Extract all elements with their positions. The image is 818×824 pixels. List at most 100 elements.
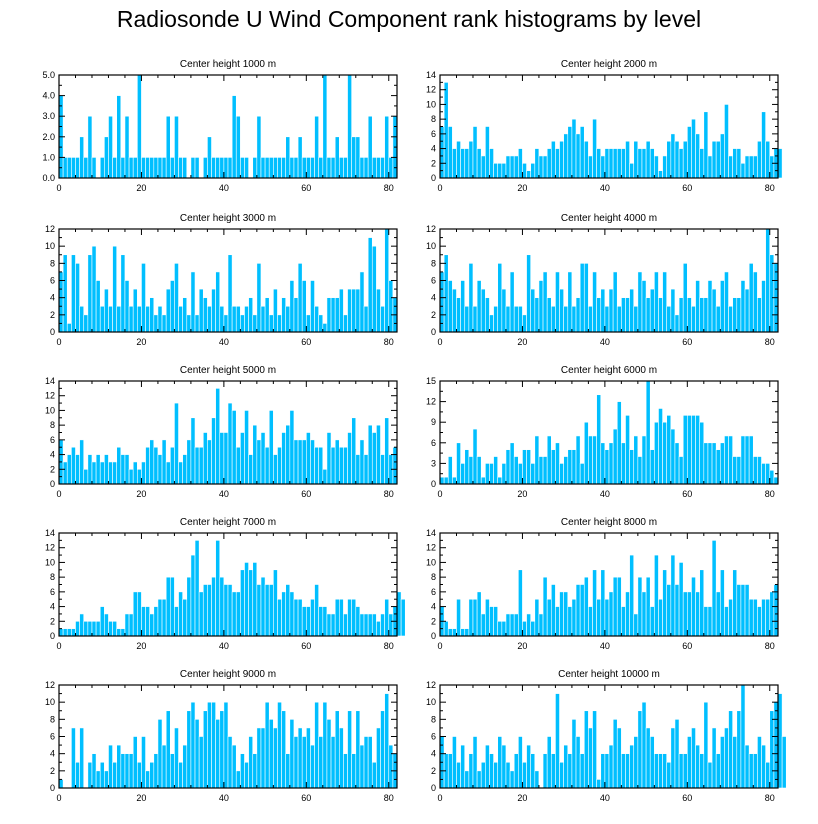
- histogram-bar: [355, 136, 361, 179]
- histogram-bar: [124, 454, 130, 485]
- histogram-bar: [732, 456, 738, 485]
- y-tick-label: 14: [45, 376, 55, 386]
- histogram-bar: [513, 305, 519, 333]
- y-tick-label: 2: [431, 158, 436, 168]
- y-tick-label: 4: [431, 293, 436, 303]
- histogram-bar: [83, 620, 89, 637]
- histogram-bar: [273, 454, 278, 485]
- histogram-bar: [190, 554, 196, 637]
- histogram-bar: [104, 136, 109, 179]
- histogram-bar: [526, 170, 531, 179]
- histogram-bar: [343, 157, 348, 179]
- histogram-bar: [447, 280, 453, 333]
- histogram-bar: [219, 710, 225, 789]
- histogram-bar: [571, 118, 577, 179]
- histogram-bar: [285, 136, 291, 179]
- histogram-bar: [761, 111, 766, 179]
- histogram-bar: [555, 271, 560, 333]
- histogram-bar: [281, 591, 287, 637]
- histogram-bar: [297, 439, 303, 485]
- histogram-bar: [724, 435, 729, 485]
- histogram-bar: [235, 305, 241, 333]
- histogram-bar: [740, 162, 746, 179]
- histogram-bar: [736, 710, 742, 789]
- histogram-bar: [198, 446, 204, 485]
- histogram-bar: [338, 157, 344, 179]
- histogram-bar: [223, 432, 229, 485]
- histogram-bar: [546, 297, 552, 333]
- x-tick-label: 60: [682, 489, 692, 499]
- histogram-bar: [363, 305, 369, 333]
- histogram-bar: [678, 456, 684, 485]
- histogram-bar: [489, 148, 494, 179]
- histogram-bar: [703, 606, 709, 637]
- histogram-bar: [334, 710, 340, 789]
- histogram-bar: [550, 584, 556, 637]
- histogram-bar: [186, 710, 192, 789]
- histogram-bar: [575, 297, 581, 333]
- histogram-bar: [530, 162, 536, 179]
- histogram-bar: [277, 157, 282, 179]
- histogram-bar: [662, 421, 668, 485]
- histogram-bar: [596, 148, 602, 179]
- histogram-bar: [740, 684, 746, 789]
- histogram-bar: [62, 628, 68, 637]
- histogram-bar: [260, 727, 266, 789]
- histogram-bar: [592, 435, 597, 485]
- histogram-bar: [493, 305, 499, 333]
- histogram-bar: [777, 148, 783, 179]
- histogram-bar: [326, 432, 332, 485]
- y-tick-label: 12: [426, 224, 436, 234]
- histogram-bar: [666, 761, 672, 789]
- y-tick-label: 4: [431, 144, 436, 154]
- histogram-bar: [612, 271, 618, 333]
- histogram-panel: Center height 5000 m 0 20 40 60 80 0 2 4 6 8 10 12 14: [45, 365, 398, 499]
- histogram-panel: Center height 2000 m 0 20 40 60 80 0 2 4 6 8 10 12 14: [426, 59, 783, 193]
- histogram-bar: [355, 454, 361, 485]
- histogram-bar: [715, 449, 721, 485]
- histogram-bar: [476, 591, 482, 637]
- histogram-bar: [460, 628, 466, 637]
- histogram-bar: [182, 297, 188, 333]
- histogram-bar: [682, 140, 688, 179]
- y-tick-label: 12: [426, 543, 436, 553]
- histogram-bar: [740, 435, 746, 485]
- histogram-bar: [583, 263, 589, 333]
- histogram-bar: [384, 693, 390, 789]
- x-tick-label: 60: [301, 489, 311, 499]
- histogram-bar: [695, 744, 700, 789]
- histogram-bar: [347, 74, 352, 179]
- histogram-bar: [268, 719, 274, 789]
- histogram-bar: [347, 288, 352, 333]
- histogram-bar: [351, 598, 357, 637]
- histogram-bar: [273, 569, 278, 637]
- histogram-bar: [526, 254, 531, 333]
- histogram-bar: [752, 271, 758, 333]
- histogram-bar: [112, 461, 118, 485]
- histogram-bar: [355, 710, 361, 789]
- histogram-bar: [190, 417, 196, 485]
- histogram-bar: [674, 719, 680, 789]
- histogram-bar: [58, 628, 64, 637]
- histogram-bar: [338, 598, 344, 637]
- histogram-bar: [748, 753, 754, 789]
- histogram-bar: [645, 727, 651, 789]
- panel-title: Center height 2000 m: [561, 59, 657, 70]
- histogram-bar: [371, 245, 377, 333]
- histogram-bar: [637, 271, 643, 333]
- histogram-bar: [384, 598, 390, 637]
- histogram-bar: [297, 263, 303, 333]
- panel-title: Center height 8000 m: [561, 517, 657, 528]
- x-tick-label: 40: [219, 183, 229, 193]
- histogram-bar: [761, 463, 766, 485]
- histogram-bar: [604, 753, 610, 789]
- histogram-bar: [687, 126, 692, 179]
- histogram-bar: [314, 305, 319, 333]
- y-tick-label: 12: [426, 680, 436, 690]
- histogram-bar: [240, 569, 245, 637]
- histogram-bar: [567, 753, 573, 789]
- histogram-bar: [699, 569, 705, 637]
- histogram-bar: [505, 613, 511, 637]
- histogram-bar: [211, 288, 216, 333]
- histogram-bar: [443, 476, 449, 485]
